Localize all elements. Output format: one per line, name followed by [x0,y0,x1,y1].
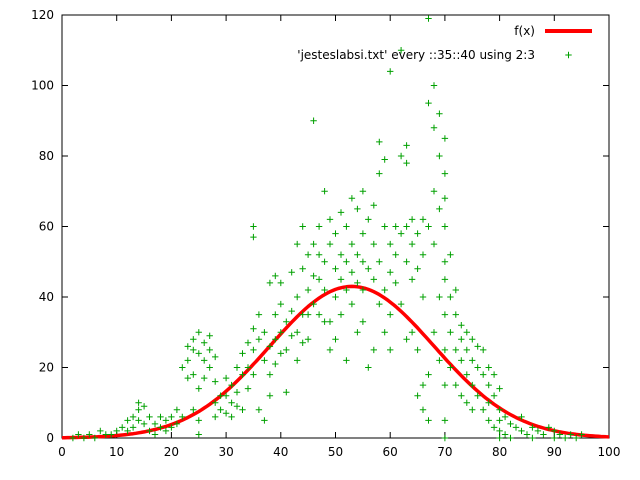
x-tick-label: 80 [492,445,507,459]
legend-label: f(x) [514,24,535,38]
x-tick-label: 100 [598,445,621,459]
legend-label: 'jesteslabsi.txt' every ::35::40 using 2… [297,48,535,62]
legend-point-sample [565,51,572,59]
x-tick-label: 10 [109,445,124,459]
x-tick-label: 20 [164,445,179,459]
x-tick-label: 40 [273,445,288,459]
x-tick-label: 60 [383,445,398,459]
x-tick-label: 70 [437,445,452,459]
x-tick-label: 0 [58,445,66,459]
y-tick-label: 80 [39,149,54,163]
y-tick-label: 100 [31,79,54,93]
y-tick-label: 20 [39,361,54,375]
y-tick-label: 120 [31,8,54,22]
y-tick-label: 0 [46,431,54,445]
curve-fx [62,284,610,440]
plot-border [61,14,610,439]
y-tick-label: 40 [39,290,54,304]
x-tick-label: 50 [328,445,343,459]
y-tick-label: 60 [39,220,54,234]
x-tick-label: 90 [547,445,562,459]
scatter-points [69,15,585,442]
x-tick-label: 30 [218,445,233,459]
